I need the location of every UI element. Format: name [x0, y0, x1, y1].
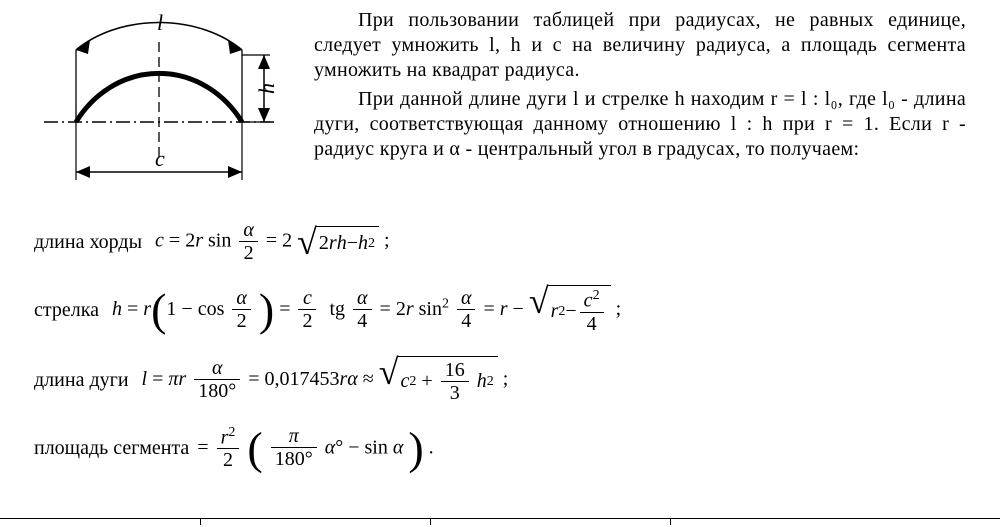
formula-segment-area: площадь сегмента = r22 ( π180° α° − sin … — [34, 425, 966, 473]
rule-tick — [430, 518, 431, 525]
figure-h-label: h — [254, 83, 279, 94]
arc-label: длина дуги — [34, 368, 129, 393]
segment-diagram: l h c — [34, 12, 284, 199]
seg-area-label: площадь сегмента — [34, 436, 189, 461]
formula-arc: длина дуги l = πr α180° = 0,017453rα ≈ √… — [34, 356, 966, 405]
figure-l-label: l — [157, 12, 163, 35]
figure-c-label: c — [155, 146, 165, 171]
sagitta-label: стрелка — [34, 298, 99, 323]
chord-label: длина хорды — [34, 230, 142, 255]
intro-paragraph-2: При данной длине дуги l и стрелке h нахо… — [314, 87, 966, 162]
rule-tick — [670, 518, 671, 525]
intro-paragraph-1: При пользовании таблицей при радиусах, н… — [314, 8, 966, 83]
rule-tick — [200, 518, 201, 525]
bottom-rule — [0, 518, 1000, 519]
formula-chord: длина хорды c = 2r sin α2 = 2 √ 2rh − h2… — [34, 219, 966, 265]
formula-sagitta: стрелка h = r(1 − cos α2 ) = c2 tg α4 = … — [34, 285, 966, 336]
